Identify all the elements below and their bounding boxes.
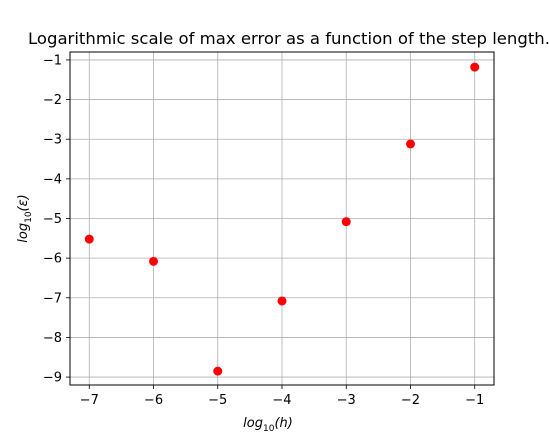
- data-point: [277, 296, 287, 306]
- x-tick-label: −3: [337, 393, 356, 408]
- y-tick-label: −4: [43, 172, 62, 187]
- y-tick-label: −8: [43, 331, 62, 346]
- y-tick-label: −2: [43, 93, 62, 108]
- x-axis-label-argument: (h): [274, 416, 292, 431]
- x-tick-label: −1: [465, 393, 484, 408]
- y-tick-label: −9: [43, 371, 62, 386]
- x-tick-label: −7: [80, 393, 99, 408]
- x-axis-label-base: log: [243, 416, 263, 431]
- x-tick-label: −2: [401, 393, 420, 408]
- data-point: [470, 62, 480, 72]
- y-axis-label-argument: (ε): [16, 194, 31, 211]
- x-tick-label: −5: [208, 393, 227, 408]
- y-tick-label: −1: [43, 53, 62, 68]
- data-point: [149, 256, 159, 266]
- chart-title: Logarithmic scale of max error as a func…: [28, 29, 549, 48]
- y-axis-label-subscript: 10: [24, 211, 34, 223]
- y-tick-label: −7: [43, 291, 62, 306]
- data-points: [84, 62, 480, 376]
- x-tick-label: −4: [272, 393, 291, 408]
- x-axis-label-subscript: 10: [263, 424, 275, 433]
- y-axis-label: log10(ε): [16, 194, 34, 242]
- data-point: [84, 234, 94, 244]
- x-tick-label: −6: [144, 393, 163, 408]
- data-point: [341, 217, 351, 227]
- y-tick-label: −6: [43, 252, 62, 267]
- x-axis-label: log10(h): [243, 416, 293, 433]
- y-tick-label: −5: [43, 212, 62, 227]
- y-axis-label-base: log: [16, 223, 31, 243]
- data-point: [213, 366, 223, 376]
- y-tick-label: −3: [43, 133, 62, 148]
- data-point: [405, 139, 415, 149]
- axis-ticks: −7 −6 −5 −4 −3 −2 −1 −1 −2 −3 −4 −5 −6 −7 −8 −9: [43, 53, 484, 408]
